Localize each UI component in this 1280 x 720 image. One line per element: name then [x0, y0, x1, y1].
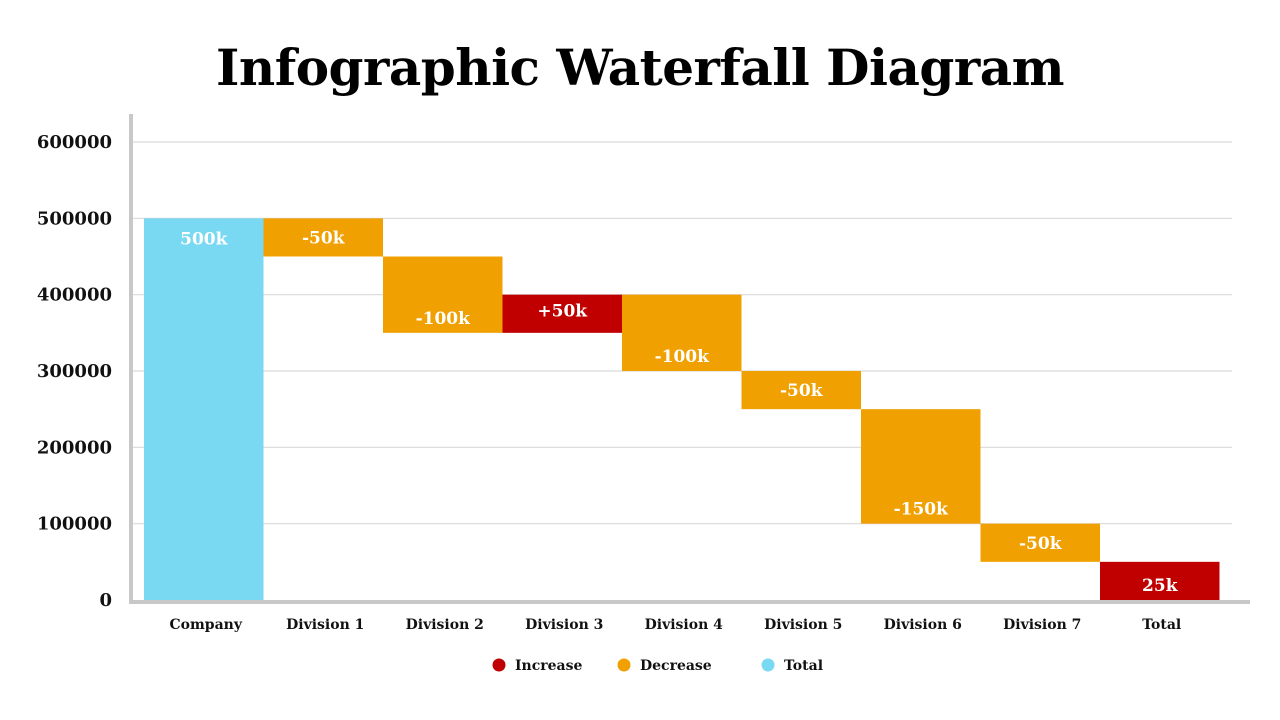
bar-decrease	[861, 409, 981, 524]
category-label: Division 1	[286, 617, 364, 633]
category-label: Division 6	[884, 617, 962, 633]
bar-increase	[502, 294, 622, 333]
y-tick-label: 400000	[37, 285, 112, 306]
legend-marker-decrease	[617, 658, 631, 672]
legend-label: Total	[784, 658, 823, 674]
legend-label: Increase	[515, 658, 582, 674]
category-label: Division 5	[764, 617, 842, 633]
chart-title: Infographic Waterfall Diagram	[215, 38, 1065, 97]
bar-decrease	[383, 256, 503, 333]
legend-label: Decrease	[640, 658, 712, 674]
data-label: +50k	[537, 302, 588, 322]
bar-decrease	[980, 523, 1100, 562]
bar-increase	[1100, 561, 1220, 600]
data-label: -50k	[1019, 534, 1063, 554]
y-tick-label: 100000	[37, 514, 112, 535]
legend: Increase Decrease Total	[492, 658, 823, 674]
x-axis-category-labels: Company Division 1 Division 2 Division 3 Div…	[170, 617, 1182, 633]
bars	[144, 218, 1220, 601]
y-tick-label: 300000	[37, 361, 112, 382]
legend-marker-increase	[492, 658, 506, 672]
y-tick-label: 200000	[37, 437, 112, 458]
data-label: 25k	[1142, 576, 1179, 596]
axes	[129, 114, 1250, 604]
bar-decrease	[263, 218, 383, 257]
data-label: 500k	[180, 229, 228, 249]
bar-decrease	[622, 294, 742, 371]
y-axis-tick-labels: 0 100000 200000 300000 400000 500000 600000	[37, 132, 112, 611]
y-tick-label: 500000	[37, 208, 112, 229]
legend-marker-total	[761, 658, 775, 672]
category-label: Division 4	[645, 617, 724, 633]
category-label: Company	[170, 617, 243, 633]
data-label: -50k	[302, 228, 346, 248]
bar-total	[144, 218, 264, 601]
data-label: -100k	[655, 347, 711, 367]
y-tick-label: 600000	[37, 132, 112, 153]
category-label: Division 2	[406, 617, 484, 633]
category-label: Division 7	[1003, 617, 1081, 633]
data-label: -150k	[894, 500, 950, 520]
data-labels: 500k -50k -100k +50k -100k -50k -150k -50k 25k	[180, 228, 1179, 596]
data-label: -50k	[780, 381, 824, 401]
bar-decrease	[741, 371, 861, 410]
data-label: -100k	[416, 309, 472, 329]
y-tick-label: 0	[99, 590, 112, 611]
category-label: Total	[1142, 617, 1181, 633]
category-label: Division 3	[525, 617, 603, 633]
